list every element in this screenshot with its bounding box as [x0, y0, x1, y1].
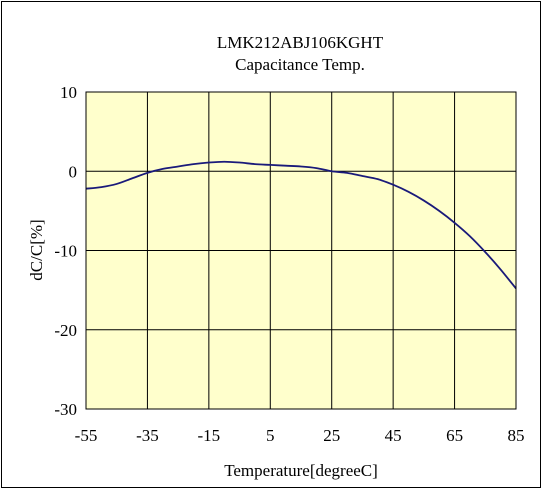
y-tick-label: -20: [54, 321, 77, 340]
x-tick-label: -15: [198, 426, 221, 445]
chart-subtitle: Capacitance Temp.: [235, 55, 365, 74]
y-tick-label: 0: [69, 162, 78, 181]
chart-title: LMK212ABJ106KGHT: [217, 33, 384, 52]
x-tick-label: -35: [136, 426, 159, 445]
y-tick-label: -10: [54, 242, 77, 261]
x-tick-label: 45: [385, 426, 402, 445]
x-axis-label: Temperature[degreeC]: [224, 461, 378, 480]
plot-border: [85, 91, 517, 410]
series-line: [85, 160, 517, 290]
x-tick-label: -55: [75, 426, 98, 445]
x-tick-label: 5: [266, 426, 275, 445]
x-tick-labels: -55 -35 -15 5 25 45 65 85: [75, 426, 525, 445]
x-tick-label: 65: [446, 426, 463, 445]
x-tick-label: 85: [508, 426, 525, 445]
y-tick-label: -30: [54, 400, 77, 419]
x-tick-label: 25: [323, 426, 340, 445]
y-tick-labels: -30 -20 -10 0 10: [54, 83, 77, 419]
y-tick-label: 10: [60, 83, 77, 102]
grid-lines: [85, 91, 517, 410]
y-axis-label: dC/C[%]: [27, 219, 46, 280]
